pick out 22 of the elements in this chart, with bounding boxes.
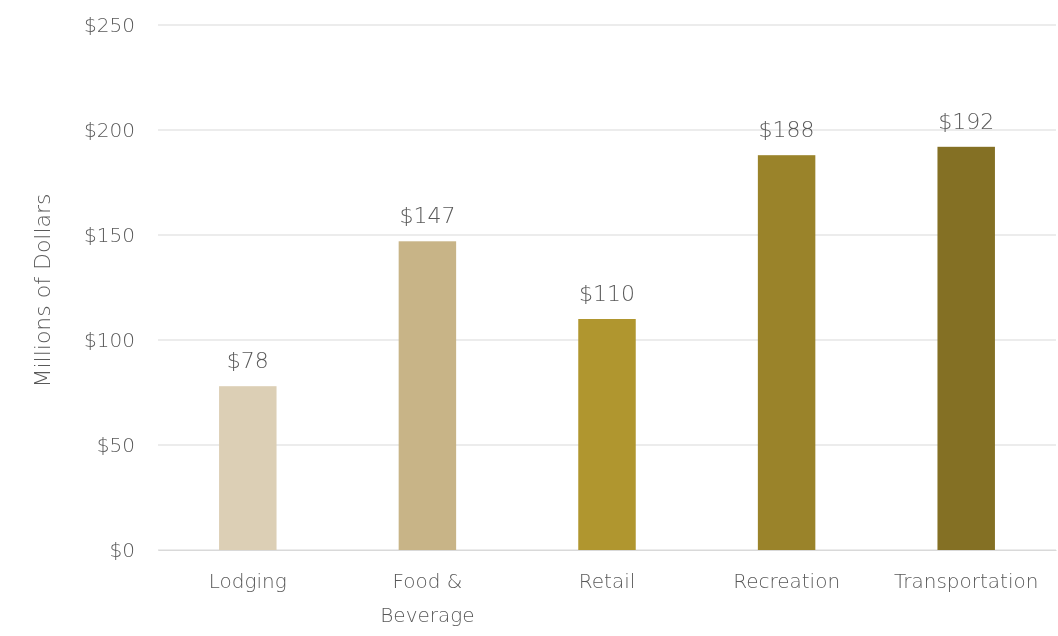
y-tick-label: $200 — [84, 117, 135, 142]
y-tick-label: $250 — [84, 12, 135, 37]
x-tick-label: Retail — [578, 569, 636, 594]
bar — [219, 386, 277, 550]
bar — [578, 319, 636, 550]
data-label: $192 — [938, 108, 995, 134]
y-tick-label: $100 — [84, 327, 135, 352]
data-label: $188 — [758, 117, 815, 143]
x-tick-label: Transportation — [893, 569, 1039, 594]
x-tick-label: Food & Beverage — [380, 569, 475, 628]
data-label: $78 — [226, 348, 269, 374]
y-tick-label: $150 — [84, 222, 135, 247]
y-axis-title: Millions of Dollars — [30, 193, 55, 388]
x-tick-label: Lodging — [208, 569, 287, 594]
data-label: $110 — [579, 281, 635, 306]
bar — [937, 146, 995, 550]
data-label: $147 — [399, 203, 456, 229]
bar — [398, 241, 457, 550]
y-tick-label: $0 — [109, 537, 135, 562]
y-tick-label: $50 — [96, 432, 135, 457]
bar — [757, 155, 816, 550]
x-tick-label: Recreation — [733, 569, 841, 594]
